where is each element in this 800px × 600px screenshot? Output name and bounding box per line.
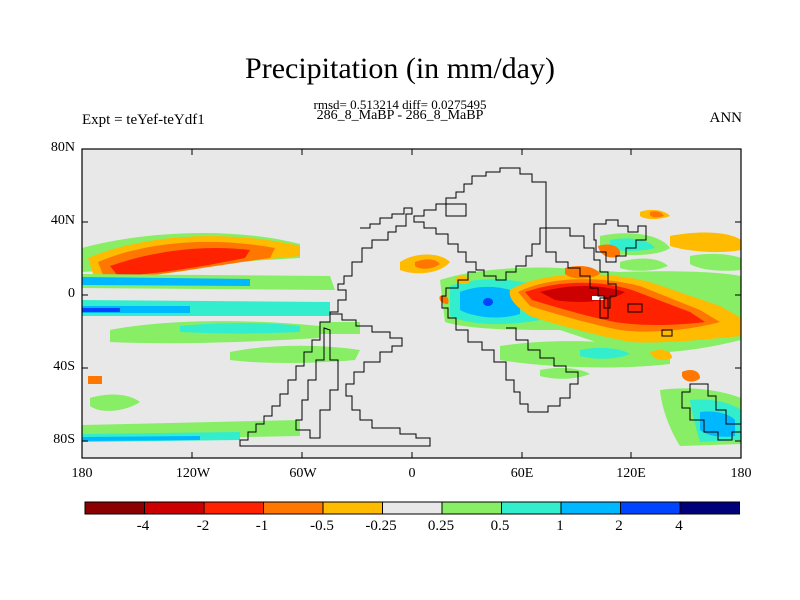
colorbar: [84, 501, 740, 515]
anomaly-region: [690, 253, 741, 271]
colorbar-label: 0.5: [490, 518, 510, 534]
lon-label-180w: 180: [71, 466, 93, 481]
plot-title: Precipitation (in mm/day): [245, 52, 555, 85]
colorbar-label: -0.5: [310, 518, 334, 534]
colorbar-label: -4: [136, 518, 150, 534]
anomaly-region: [620, 258, 668, 271]
season-label: ANN: [709, 110, 743, 126]
lat-label-40s: 40S: [53, 359, 75, 374]
anomaly-region: [82, 436, 200, 441]
anomaly-region: [650, 350, 672, 360]
anomaly-region: [565, 266, 600, 279]
anomaly-region: [610, 238, 655, 251]
precipitation-field: [82, 209, 741, 446]
coastline-island: [627, 303, 643, 313]
anomaly-region: [230, 345, 360, 363]
lon-label-180e: 180: [730, 466, 752, 481]
anomaly-region: [110, 247, 250, 276]
colorbar-swatch: [382, 501, 443, 515]
stats-line: rmsd= 0.513214 diff= 0.0275495: [313, 97, 487, 112]
coastline-east-asia: [593, 219, 647, 263]
anomaly-region: [483, 298, 493, 306]
continent-outlines: [239, 167, 742, 447]
coastline-americas: [239, 207, 431, 447]
anomaly-region: [598, 244, 621, 258]
colorbar-swatch: [263, 501, 324, 515]
colorbar-swatch: [322, 501, 383, 515]
colorbar-label: -0.25: [365, 518, 397, 534]
coastline-island: [599, 297, 609, 319]
colorbar-label: 0.25: [427, 518, 455, 534]
lon-label-120e: 120E: [616, 466, 646, 481]
anomaly-region: [415, 259, 440, 269]
colorbar-label: -2: [196, 518, 210, 534]
anomaly-region: [90, 394, 140, 411]
coastline-asia: [545, 227, 617, 309]
colorbar-label: -1: [255, 518, 269, 534]
experiment-label: Expt = teYef-teYdf1: [82, 112, 205, 128]
coastline-eurasia-africa: [413, 167, 547, 281]
anomaly-region: [682, 370, 700, 382]
lat-label-80n: 80N: [50, 140, 75, 155]
anomaly-region: [592, 296, 604, 300]
colorbar-swatch: [560, 501, 621, 515]
colorbar-label: 4: [675, 518, 683, 534]
lon-label-60w: 60W: [289, 466, 317, 481]
coastline-antarctic-peninsula: [295, 327, 339, 439]
lon-label-0: 0: [408, 466, 416, 481]
map-ticks: [81, 148, 742, 458]
lon-label-60e: 60E: [510, 466, 534, 481]
colorbar-swatch: [84, 501, 145, 515]
anomaly-region: [670, 232, 741, 253]
colorbar-label: 2: [615, 518, 623, 534]
coastline-island: [661, 329, 673, 337]
lat-label-40n: 40N: [50, 213, 75, 228]
colorbar-swatch: [679, 501, 740, 515]
anomaly-region: [650, 211, 664, 218]
colorbar-swatch: [203, 501, 264, 515]
anomaly-region: [82, 277, 250, 286]
colorbar-swatch: [441, 501, 502, 515]
cases-line: 286_8_MaBP - 286_8_MaBP: [316, 108, 484, 123]
coastline-island: [445, 203, 467, 217]
anomaly-region: [82, 308, 120, 312]
anomaly-region: [580, 347, 630, 359]
anomaly-region: [88, 376, 102, 384]
lat-label-eq: 0: [68, 286, 75, 301]
colorbar-swatch: [620, 501, 681, 515]
coastline-australia: [681, 383, 742, 441]
lat-label-80s: 80S: [53, 432, 75, 447]
coastline-africa: [441, 271, 579, 413]
colorbar-swatch: [144, 501, 205, 515]
colorbar-swatch: [501, 501, 562, 515]
colorbar-label: 1: [556, 518, 564, 534]
anomaly-region: [180, 323, 300, 334]
anomaly-region: [320, 322, 360, 334]
lon-label-120w: 120W: [175, 466, 211, 481]
